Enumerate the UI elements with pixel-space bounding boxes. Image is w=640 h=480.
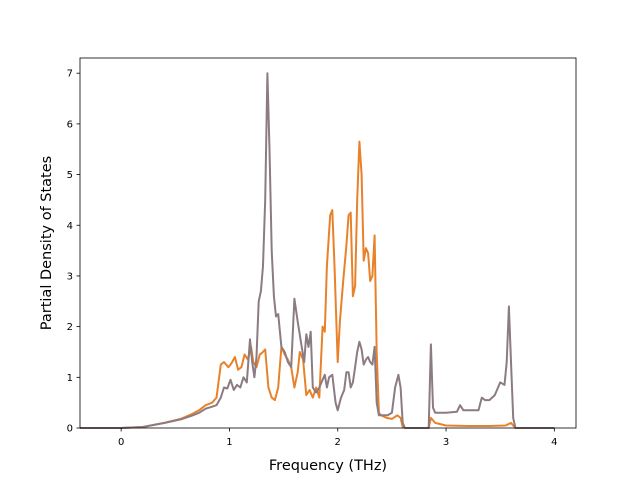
y-tick-label: 7 bbox=[67, 69, 73, 80]
y-tick-label: 2 bbox=[67, 322, 73, 333]
x-tick-label: 1 bbox=[226, 437, 232, 448]
y-axis-ticks: 0 1 2 3 4 5 6 7 bbox=[67, 69, 80, 435]
x-axis-ticks: 0 1 2 3 4 bbox=[118, 428, 558, 448]
y-axis-label: Partial Density of States bbox=[39, 156, 55, 330]
plot-frame bbox=[79, 57, 577, 429]
series-line-1 bbox=[80, 140, 555, 429]
series-layer bbox=[80, 72, 555, 429]
x-tick-label: 2 bbox=[335, 437, 341, 448]
y-tick-label: 6 bbox=[67, 119, 73, 130]
x-axis-label: Frequency (THz) bbox=[269, 458, 387, 474]
y-tick-label: 0 bbox=[67, 424, 73, 435]
y-tick-label: 1 bbox=[67, 373, 73, 384]
x-tick-label: 0 bbox=[118, 437, 124, 448]
y-tick-label: 4 bbox=[67, 221, 73, 232]
y-tick-label: 3 bbox=[67, 271, 73, 282]
series-line-2 bbox=[80, 72, 555, 429]
x-tick-label: 4 bbox=[551, 437, 557, 448]
y-tick-label: 5 bbox=[67, 170, 73, 181]
x-tick-label: 3 bbox=[443, 437, 449, 448]
